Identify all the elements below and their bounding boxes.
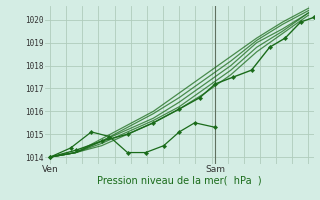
X-axis label: Pression niveau de la mer(  hPa  ): Pression niveau de la mer( hPa ) <box>97 176 261 186</box>
